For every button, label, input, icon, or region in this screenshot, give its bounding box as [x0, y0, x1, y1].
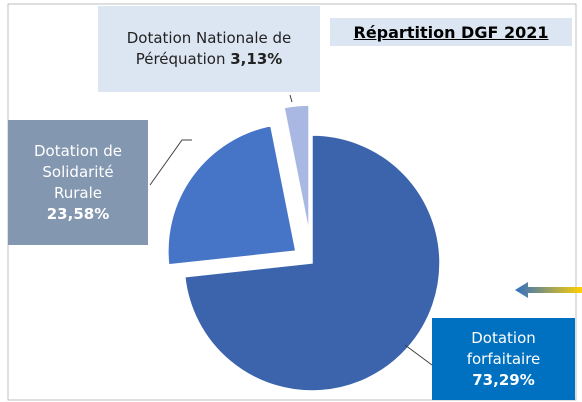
data-label: Dotation de Solidarité Rurale 23,58%	[8, 120, 148, 245]
category-label: Dotation forfaitaire	[466, 328, 541, 368]
leader-line	[289, 94, 293, 103]
pie-slice	[183, 134, 441, 392]
pie-slice	[167, 124, 297, 266]
leader-line	[404, 344, 433, 366]
data-label: Dotation forfaitaire 73,29%	[432, 318, 575, 400]
category-label: Dotation de Solidarité Rurale	[33, 141, 123, 202]
data-label: Dotation Nationale de Péréquation 3,13%	[98, 6, 320, 92]
pie-slice	[283, 104, 310, 234]
category-label: Dotation Nationale de Péréquation	[126, 29, 292, 68]
value-label: 73,29%	[472, 370, 535, 389]
leader-line	[149, 139, 192, 186]
value-label: 23,58%	[46, 204, 110, 223]
chart-title: Répartition DGF 2021	[330, 18, 572, 46]
value-label: 3,13%	[230, 50, 283, 68]
arrow	[515, 282, 582, 298]
